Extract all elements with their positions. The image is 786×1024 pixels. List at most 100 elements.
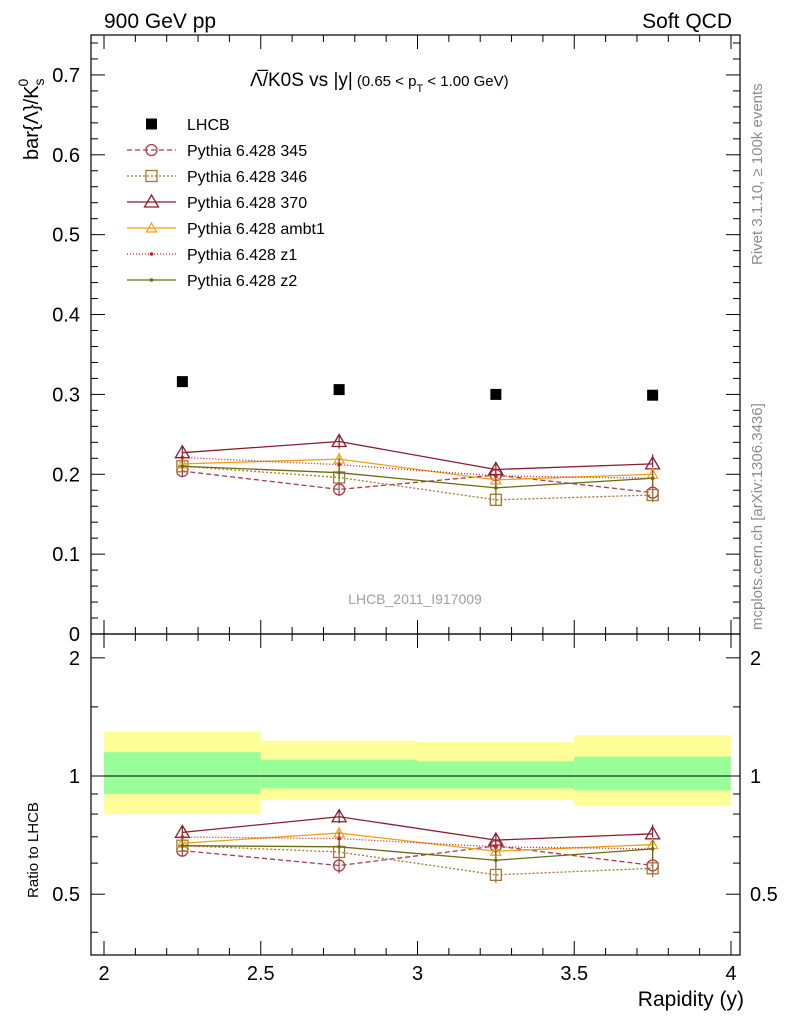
marker-square xyxy=(646,862,659,875)
marker-dot xyxy=(494,486,498,490)
ratio-tick-label-left: 1 xyxy=(69,766,80,788)
legend-label: Pythia 6.428 370 xyxy=(187,195,307,212)
legend: LHCB Pythia 6.428 345 Pythia 6.428 346 Pyth… xyxy=(127,117,325,290)
data-point xyxy=(490,388,502,400)
marker-square xyxy=(145,169,158,183)
ratio-band-inner xyxy=(104,752,261,794)
ratio-frame xyxy=(90,633,741,956)
y-tick-label-main: 0.4 xyxy=(52,305,80,327)
y-tick-label-main: 0.1 xyxy=(52,544,80,566)
marker-dot xyxy=(494,845,498,849)
marker-dot xyxy=(337,836,341,841)
plot-frames xyxy=(90,34,741,956)
plot-title: Λ̅/K0S vs |y| (0.65 < pT < 1.00 GeV) xyxy=(250,70,509,95)
marker-dot xyxy=(149,278,154,282)
marker-circle xyxy=(332,483,346,496)
x-tick-label: 2 xyxy=(98,963,109,985)
y-tick-label-main: 0.6 xyxy=(52,145,80,167)
y-tick-label-main: 0.7 xyxy=(52,65,80,87)
marker-triangle xyxy=(330,808,348,823)
marker-dot xyxy=(494,858,498,863)
marker-dot xyxy=(650,476,655,481)
data-point xyxy=(647,389,659,401)
legend-label: Pythia 6.428 346 xyxy=(187,169,307,186)
plot-title-cut: (0.65 < pT < 1.00 GeV) xyxy=(357,73,509,95)
legend-marker-data xyxy=(146,118,157,130)
marker-triangle-small xyxy=(145,221,158,233)
ratio-band-inner xyxy=(417,761,575,789)
legend-label: Pythia 6.428 345 xyxy=(187,143,307,160)
ratio-tick-label-left: 2 xyxy=(69,648,80,670)
marker-dot xyxy=(337,470,341,475)
y-axis-label-main: bar{Λ}/Ks0 xyxy=(15,78,47,160)
marker-dot xyxy=(337,462,341,467)
series-line-main xyxy=(182,440,653,471)
analysis-watermark: LHCB_2011_I917009 xyxy=(348,591,482,607)
x-tick-label: 2.5 xyxy=(247,963,275,985)
series-line-ratio xyxy=(182,845,653,876)
marker-dot xyxy=(180,835,185,839)
ratio-tick-label-right: 0.5 xyxy=(750,884,778,906)
header-right: Soft QCD xyxy=(642,10,732,33)
ratio-bands xyxy=(104,731,731,815)
data-point xyxy=(333,384,345,396)
plot-title-cut-prefix: (0.65 < p xyxy=(357,73,417,90)
series-line-main xyxy=(182,465,653,501)
y-label-main-sub: s xyxy=(31,78,47,85)
marker-dot xyxy=(180,464,185,469)
plot-title-cut-suffix: < 1.00 GeV) xyxy=(423,73,508,90)
series-line-main xyxy=(182,470,653,494)
marker-square xyxy=(489,868,503,882)
ratio-band-inner xyxy=(574,756,731,791)
series-line-ratio xyxy=(182,836,653,850)
y-tick-label-main: 0.2 xyxy=(52,464,80,486)
plot-title-cut-sub: T xyxy=(416,83,423,95)
data-point xyxy=(176,376,188,388)
marker-circle xyxy=(145,143,158,157)
marker-dot xyxy=(337,845,341,849)
y-axis-label-ratio: Ratio to LHCB xyxy=(25,802,42,898)
series-line-ratio xyxy=(182,845,653,861)
series-line-main xyxy=(182,465,653,489)
marker-triangle xyxy=(330,433,348,448)
legend-label: Pythia 6.428 z2 xyxy=(187,273,297,290)
ratio-tick-label-right: 1 xyxy=(750,766,761,788)
lhcb-data xyxy=(176,376,659,401)
legend-label: LHCB xyxy=(187,117,230,134)
legend-label: Pythia 6.428 ambt1 xyxy=(187,221,325,238)
marker-dot xyxy=(180,843,185,848)
x-axis-label: Rapidity (y) xyxy=(638,988,744,1011)
rivet-label: Rivet 3.1.10, ≥ 100k events xyxy=(749,83,766,265)
marker-dot xyxy=(494,474,498,478)
mcplots-label: mcplots.cern.ch [arXiv:1306.3436] xyxy=(749,403,766,630)
axes-ticks: 2 2.5 3 3.5 4 0 0.1 0.2 0.3 0.4 0.5 0.6 0.7 0.5 0.5 1 1 2… xyxy=(52,35,778,985)
ratio-tick-label-left: 0.5 xyxy=(52,884,80,906)
x-tick-label: 4 xyxy=(725,963,736,985)
series-group xyxy=(180,460,655,868)
ratio-band-inner xyxy=(260,759,418,789)
marker-dot xyxy=(180,455,185,460)
series-line-ratio xyxy=(182,816,653,841)
y-label-main-sup: 0 xyxy=(15,78,31,86)
y-tick-label-main: 0.3 xyxy=(52,384,80,406)
series-line-ratio xyxy=(182,845,653,867)
y-tick-label-main: 0.5 xyxy=(52,225,80,247)
marker-circle xyxy=(332,859,346,872)
marker-square xyxy=(489,493,503,506)
series-group xyxy=(176,460,659,884)
x-tick-label: 3.5 xyxy=(560,963,588,985)
mc-series xyxy=(174,433,661,884)
y-tick-label-main: 0 xyxy=(69,624,80,646)
marker-square xyxy=(646,488,659,502)
header-left: 900 GeV pp xyxy=(104,10,216,33)
marker-dot xyxy=(149,252,154,256)
series-line-main xyxy=(182,456,653,479)
legend-label: Pythia 6.428 z1 xyxy=(187,247,297,264)
marker-dot xyxy=(650,847,655,851)
plot-title-main: Λ̅/K0S vs |y| xyxy=(250,70,353,91)
x-tick-label: 3 xyxy=(412,963,423,985)
ratio-tick-label-right: 2 xyxy=(750,648,761,670)
marker-triangle xyxy=(143,193,160,208)
y-label-main-text: bar{Λ}/K xyxy=(21,85,43,160)
